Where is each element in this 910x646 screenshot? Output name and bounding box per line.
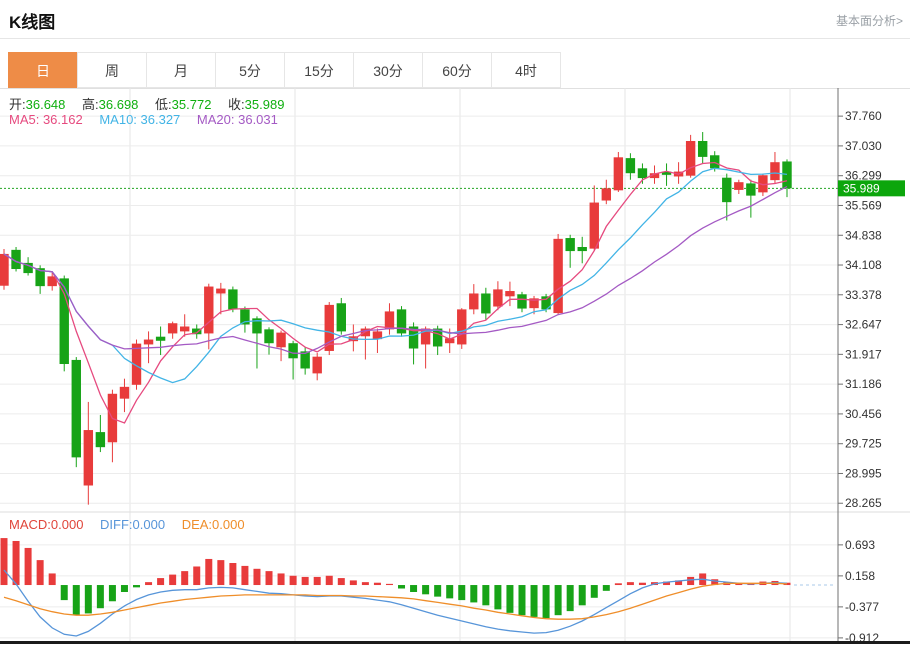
kline-chart-canvas[interactable]: 37.760 37.030 36.299 35.569 34.838 34.108 33.3… [0, 88, 910, 646]
price-tick-label: 35.569 [845, 198, 882, 212]
tab-day[interactable]: 日 [8, 52, 78, 88]
price-tick-label: 34.108 [845, 258, 882, 272]
price-tick-label: 37.760 [845, 109, 882, 123]
price-tick-label: 32.647 [845, 318, 882, 332]
price-tick-label: 37.030 [845, 139, 882, 153]
ma20-line [3, 186, 788, 355]
tab-week[interactable]: 周 [77, 52, 147, 88]
macd-tick-label: -0.377 [845, 600, 879, 614]
macd-tick-label: 0.158 [845, 569, 875, 583]
header: K线图 基本面分析> [0, 0, 910, 39]
last-price-badge-label: 35.989 [843, 181, 880, 195]
price-tick-label: 31.917 [845, 347, 882, 361]
price-tick-label: 30.456 [845, 407, 882, 421]
price-tick-label: 28.265 [845, 496, 882, 510]
macd-histogram [0, 538, 791, 619]
tab-15min[interactable]: 15分 [284, 52, 354, 88]
price-tick-label: 28.995 [845, 466, 882, 480]
price-tick-label: 36.299 [845, 169, 882, 183]
page-title: K线图 [9, 13, 56, 32]
price-tick-label: 29.725 [845, 437, 882, 451]
macd-tick-label: 0.693 [845, 538, 875, 552]
tab-60min[interactable]: 60分 [422, 52, 492, 88]
price-tick-label: 31.186 [845, 377, 882, 391]
tab-month[interactable]: 月 [146, 52, 216, 88]
price-gridlines [0, 115, 838, 504]
fundamental-analysis-link[interactable]: 基本面分析> [835, 14, 903, 28]
candlesticks [0, 132, 792, 505]
price-axis: 37.760 37.030 36.299 35.569 34.838 34.108 33.3… [838, 109, 882, 510]
price-tick-label: 34.838 [845, 228, 882, 242]
last-price-badge: 35.989 [838, 180, 905, 197]
dea-line [3, 582, 788, 620]
tab-4hour[interactable]: 4时 [491, 52, 561, 88]
price-tick-label: 33.378 [845, 288, 882, 302]
period-tabs: 日 周 月 5分 15分 30分 60分 4时 [8, 52, 561, 88]
ma10-line [3, 167, 788, 384]
tab-30min[interactable]: 30分 [353, 52, 423, 88]
tab-5min[interactable]: 5分 [215, 52, 285, 88]
diff-line [3, 569, 788, 637]
